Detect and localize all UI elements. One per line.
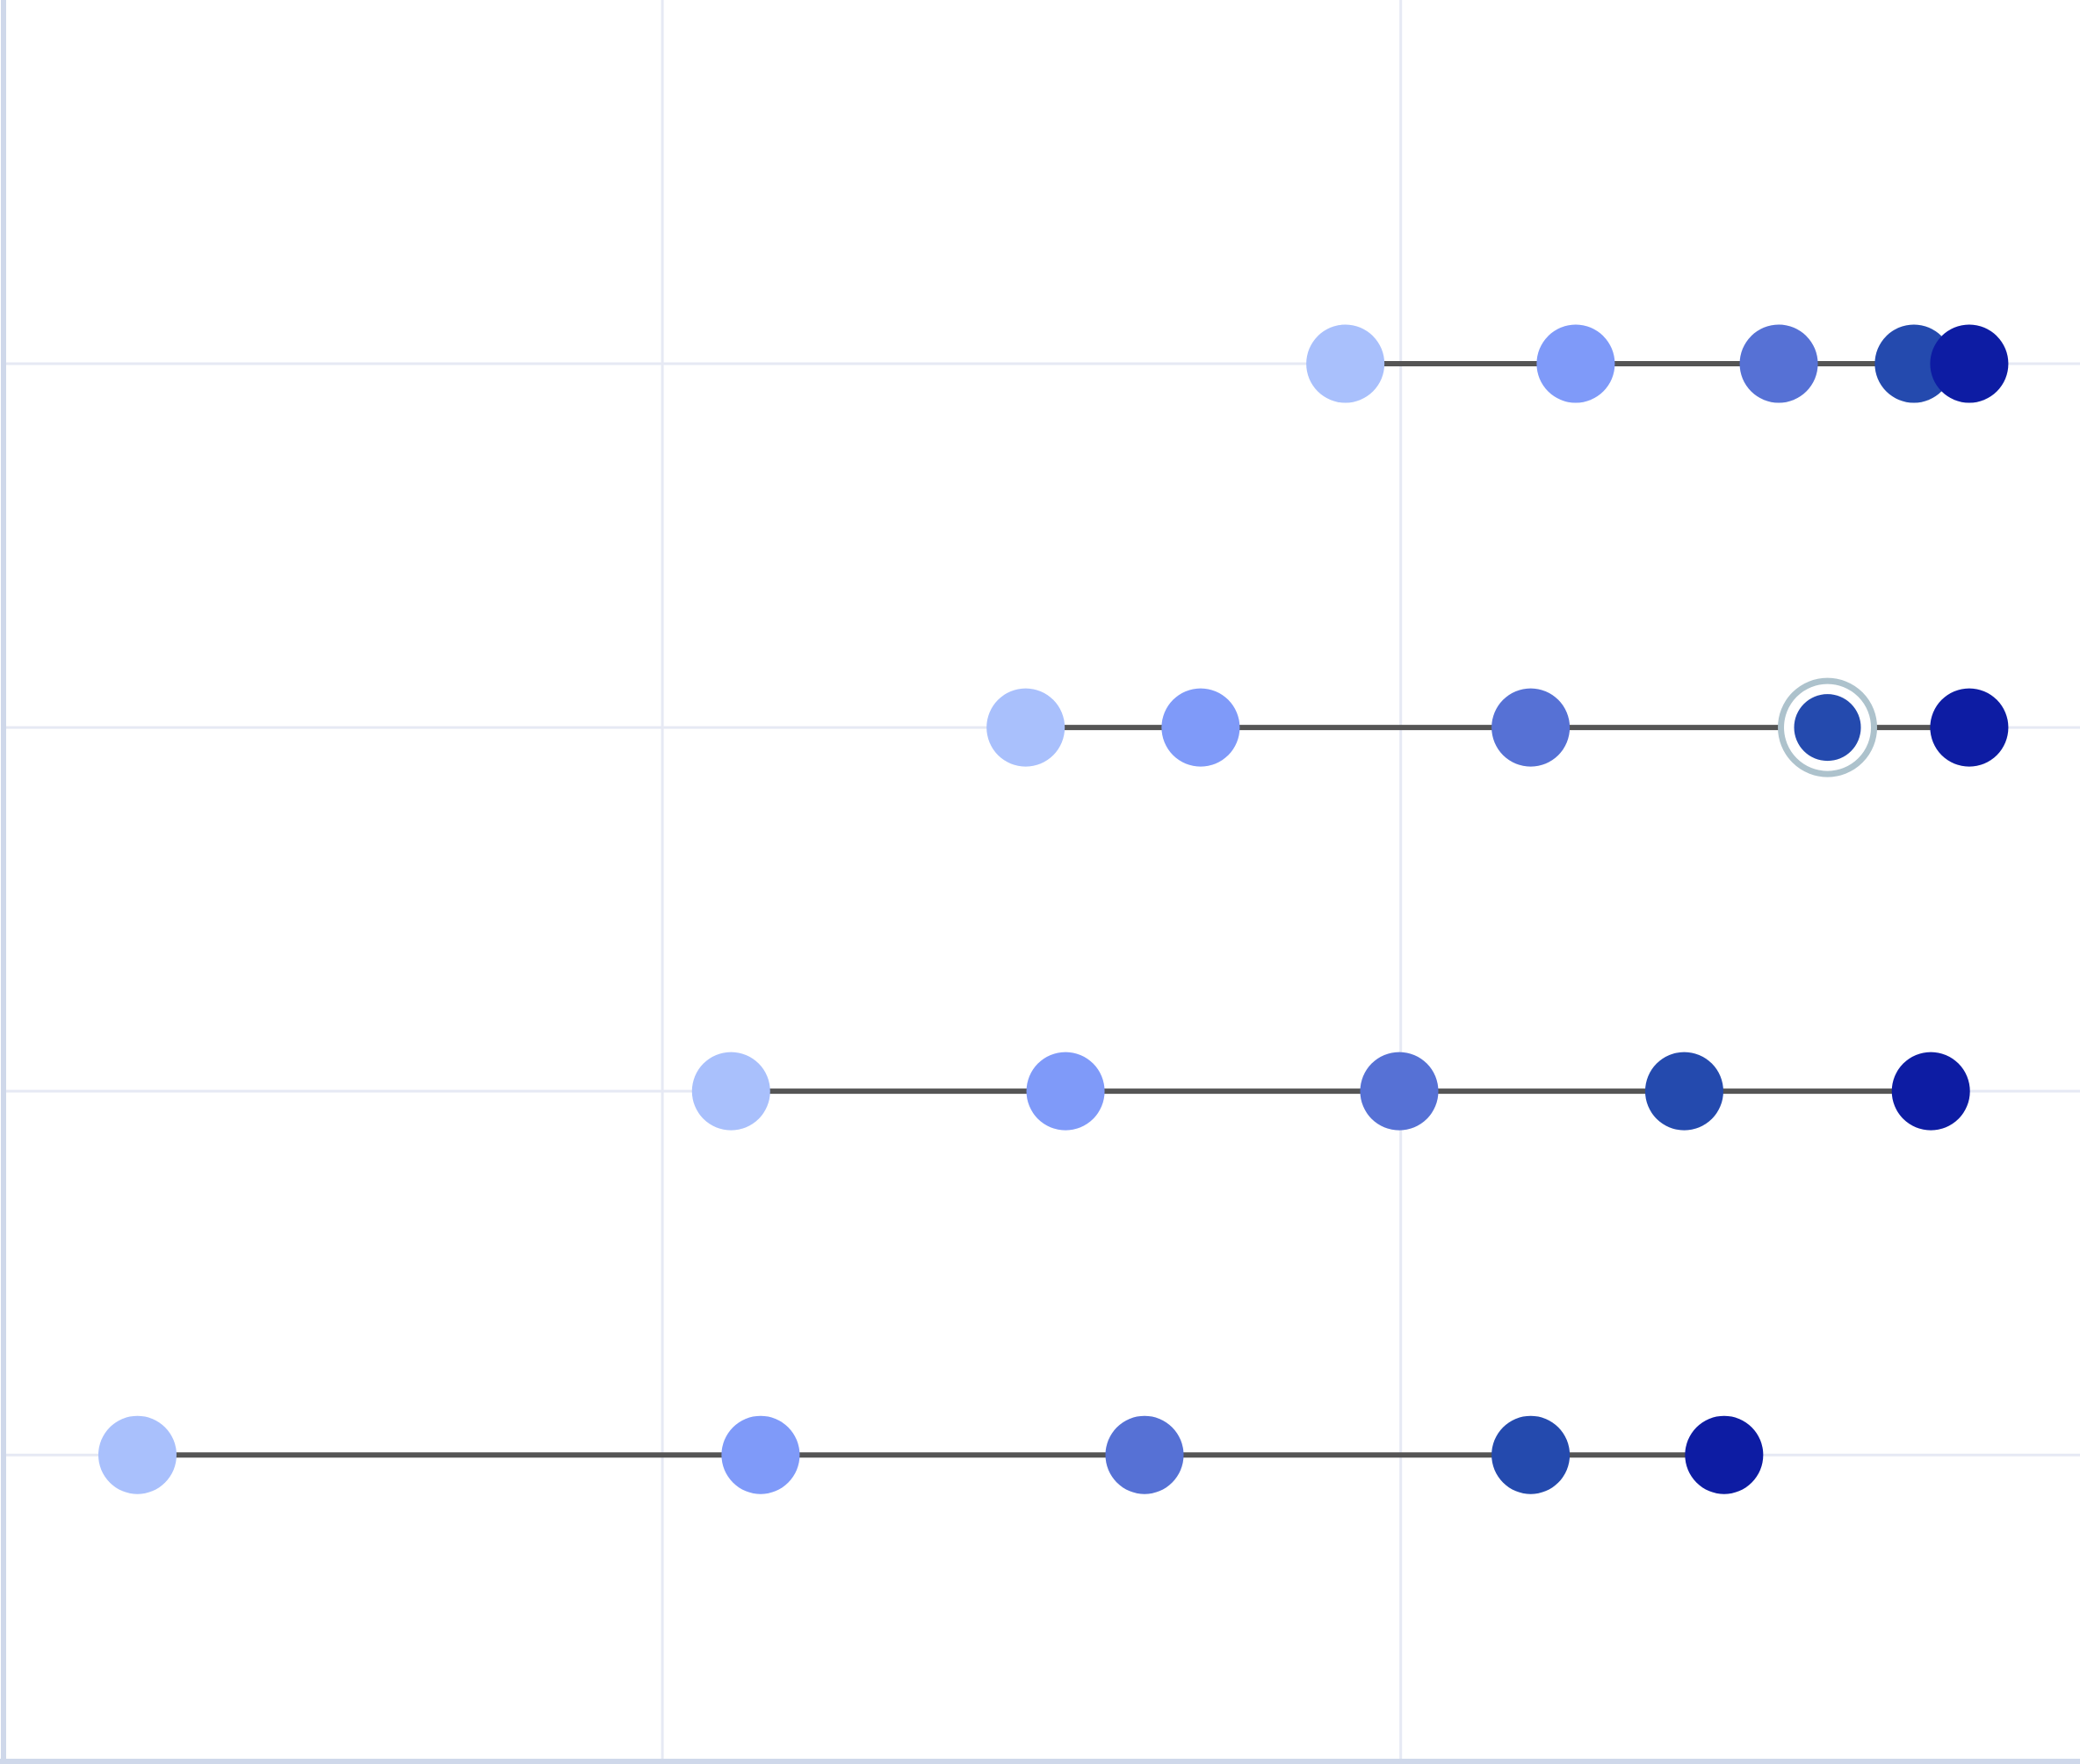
data-point — [1491, 1415, 1571, 1494]
connector-lines — [137, 361, 1969, 1458]
data-points — [98, 324, 2009, 1494]
data-point — [1536, 324, 1615, 403]
data-point — [1930, 688, 2009, 767]
data-point — [1360, 1052, 1439, 1131]
data-point-highlighted — [1794, 694, 1861, 762]
data-point — [721, 1415, 800, 1494]
data-point — [1644, 1052, 1723, 1131]
data-point — [98, 1415, 177, 1494]
data-point — [1306, 324, 1385, 403]
data-point — [1491, 688, 1571, 767]
data-point — [1930, 324, 2009, 403]
data-point — [986, 688, 1065, 767]
data-point — [1874, 324, 1954, 403]
gridlines — [5, 0, 2080, 1760]
data-point — [1685, 1415, 1764, 1494]
data-point — [1891, 1052, 1970, 1131]
data-point — [691, 1052, 770, 1131]
data-point — [1161, 688, 1240, 767]
data-point — [1739, 324, 1818, 403]
data-point — [1105, 1415, 1184, 1494]
data-point — [1026, 1052, 1105, 1131]
